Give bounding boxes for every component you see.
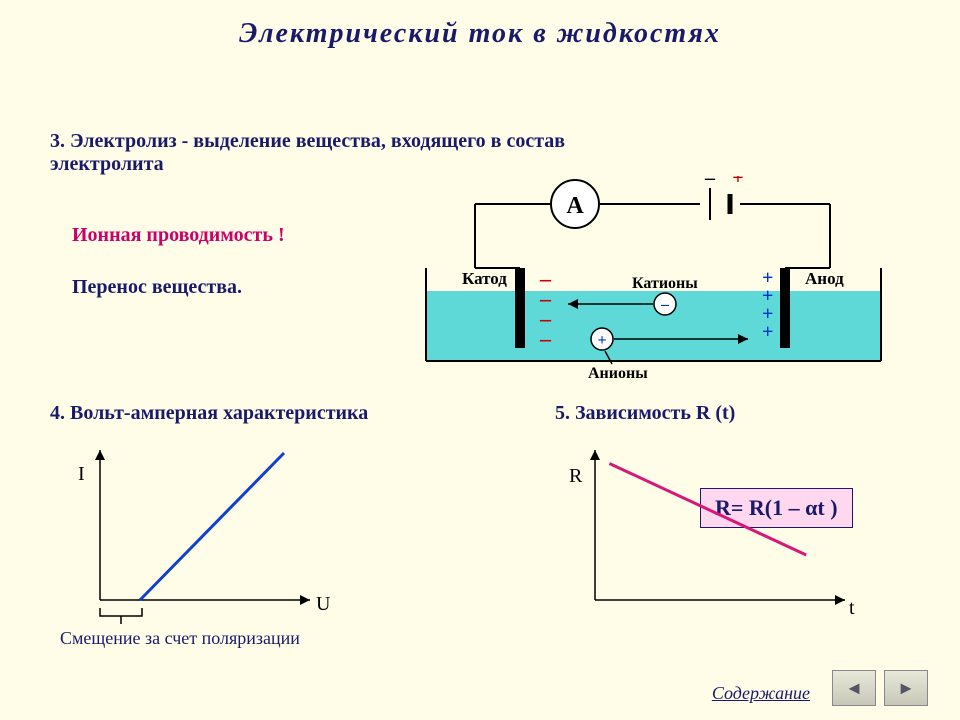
arrow-right-icon: ► xyxy=(897,678,915,699)
ionic-conductivity-text: Ионная проводимость ! xyxy=(72,224,285,247)
svg-text:–: – xyxy=(539,326,552,351)
anions-label: Анионы xyxy=(588,365,648,382)
transfer-text: Перенос вещества. xyxy=(72,276,242,299)
page-title: Электрический ток в жидкостях xyxy=(0,0,960,50)
polarization-shift-label: Смещение за счет поляризации xyxy=(60,628,300,649)
section3-text: 3. Электролиз - выделение вещества, вход… xyxy=(50,130,610,176)
va-y-label: I xyxy=(78,463,85,485)
va-x-label: U xyxy=(316,593,331,615)
cathode-label: Катод xyxy=(462,269,507,288)
rt-x-label: t xyxy=(849,597,855,619)
svg-text:+: + xyxy=(597,332,606,349)
cations-label: Катионы xyxy=(632,275,698,292)
svg-text:–: – xyxy=(704,176,716,189)
rt-y-label: R xyxy=(569,465,583,487)
svg-text:–: – xyxy=(660,296,670,313)
arrow-left-icon: ◄ xyxy=(845,678,863,699)
volt-ampere-chart: I U xyxy=(60,440,340,630)
ammeter-label: А xyxy=(566,193,584,219)
electrolysis-circuit-diagram: А – + – – – – + + + + Катод Анод – Катио… xyxy=(390,176,910,386)
prev-button[interactable]: ◄ xyxy=(832,670,876,706)
next-button[interactable]: ► xyxy=(884,670,928,706)
contents-link[interactable]: Содержание xyxy=(712,683,810,704)
section5-heading: 5. Зависимость R (t) xyxy=(555,402,735,425)
section4-heading: 4. Вольт-амперная характеристика xyxy=(50,402,368,425)
svg-text:+: + xyxy=(762,321,773,343)
svg-text:+: + xyxy=(732,176,743,189)
anode-label: Анод xyxy=(805,269,844,288)
resistance-temperature-chart: R t xyxy=(555,440,875,630)
